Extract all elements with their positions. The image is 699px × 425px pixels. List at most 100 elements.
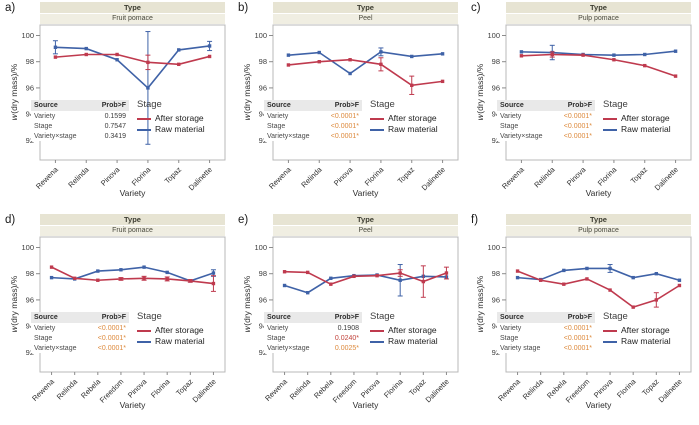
stats-prob: 0.1908 bbox=[337, 324, 359, 332]
svg-text:92: 92 bbox=[492, 136, 500, 145]
svg-text:98: 98 bbox=[259, 269, 267, 278]
legend-title: Stage bbox=[137, 99, 162, 110]
legend-item-after-storage: After storage bbox=[137, 113, 205, 124]
legend-item-after-storage: After storage bbox=[603, 113, 671, 124]
y-axis-label-unit: (dry mass)/% bbox=[9, 275, 19, 326]
after-storage-line-swatch bbox=[603, 117, 617, 120]
svg-text:Topaz: Topaz bbox=[396, 165, 417, 186]
raw-material-line-swatch bbox=[603, 128, 617, 131]
stats-row: Variety <0.0001* bbox=[497, 323, 595, 333]
stats-source: Variety stage bbox=[500, 344, 541, 352]
stats-prob: <0.0001* bbox=[97, 324, 126, 332]
after-storage-line-swatch bbox=[370, 117, 384, 120]
stats-prob: <0.0001* bbox=[330, 112, 359, 120]
stats-row: Variety stage <0.0001* bbox=[497, 343, 595, 353]
legend-item-after-storage: After storage bbox=[370, 113, 438, 124]
line-chart: 92 94 96 98 100 Rewena Relinda Pinova Florina Top… bbox=[487, 24, 692, 192]
stats-header-prob: Prob>F bbox=[87, 312, 129, 323]
y-axis-label-symbol: w bbox=[242, 114, 252, 121]
svg-text:Rewena: Rewena bbox=[496, 376, 522, 402]
stats-prob: <0.0001* bbox=[330, 122, 359, 130]
svg-text:Topaz: Topaz bbox=[174, 377, 195, 398]
raw-material-line-swatch bbox=[137, 340, 151, 343]
legend-label: After storage bbox=[621, 325, 670, 335]
svg-text:98: 98 bbox=[259, 57, 267, 66]
y-axis-label-symbol: w bbox=[242, 326, 252, 333]
svg-text:Topaz: Topaz bbox=[163, 165, 184, 186]
y-axis-label: w(dry mass)/% bbox=[475, 276, 485, 333]
type-header-title: Type bbox=[273, 214, 458, 225]
svg-text:92: 92 bbox=[26, 348, 34, 357]
legend-item-raw-material: Raw material bbox=[137, 336, 205, 347]
stats-row: Variety <0.0001* bbox=[497, 111, 595, 121]
after-storage-line-swatch bbox=[370, 329, 384, 332]
stats-row: Variety×stage <0.0001* bbox=[264, 131, 362, 141]
svg-text:Relinda: Relinda bbox=[521, 376, 546, 401]
svg-text:96: 96 bbox=[259, 295, 267, 304]
stats-prob: 0.0240* bbox=[334, 334, 359, 342]
svg-text:Rewena: Rewena bbox=[500, 164, 526, 190]
svg-text:98: 98 bbox=[26, 269, 34, 278]
svg-text:Florina: Florina bbox=[130, 164, 153, 187]
svg-text:Florina: Florina bbox=[363, 164, 386, 187]
legend-label: After storage bbox=[155, 325, 204, 335]
after-storage-line-swatch bbox=[137, 117, 151, 120]
stats-header-prob: Prob>F bbox=[553, 100, 595, 111]
legend-label: Raw material bbox=[621, 124, 671, 134]
y-axis-label-symbol: w bbox=[9, 326, 19, 333]
legend-item-raw-material: Raw material bbox=[370, 124, 438, 135]
svg-text:96: 96 bbox=[492, 83, 500, 92]
legend: Stage After storage Raw material bbox=[603, 99, 671, 135]
stats-source: Stage bbox=[34, 122, 53, 130]
after-storage-line-swatch bbox=[603, 329, 617, 332]
raw-material-line-swatch bbox=[603, 340, 617, 343]
svg-text:Relinda: Relinda bbox=[532, 164, 557, 189]
legend-label: After storage bbox=[155, 113, 204, 123]
panel-letter: c) bbox=[471, 2, 481, 14]
panel-letter: d) bbox=[5, 214, 16, 226]
x-axis-label: Variety bbox=[585, 400, 612, 410]
x-axis-label: Variety bbox=[119, 400, 146, 410]
x-axis-label: Variety bbox=[352, 400, 379, 410]
stats-prob: 0.0025* bbox=[334, 344, 359, 352]
svg-text:Relinda: Relinda bbox=[55, 376, 80, 401]
svg-text:92: 92 bbox=[492, 348, 500, 357]
stats-table: Source Prob>F Variety <0.0001* Stage <0.00… bbox=[31, 312, 129, 353]
type-header-title: Type bbox=[506, 214, 691, 225]
y-axis-label: w(dry mass)/% bbox=[9, 276, 19, 333]
legend-label: After storage bbox=[621, 113, 670, 123]
stats-row: Stage <0.0001* bbox=[497, 333, 595, 343]
panel-c: c) Type Pulp pomace 92 94 96 98 100 Rewena Rel… bbox=[466, 0, 699, 212]
stats-header-source: Source bbox=[31, 312, 87, 323]
type-header-value: Peel bbox=[273, 14, 458, 24]
y-axis-label-unit: (dry mass)/% bbox=[242, 275, 252, 326]
type-header-value: Fruit pomace bbox=[40, 14, 225, 24]
type-header-title: Type bbox=[506, 2, 691, 13]
svg-text:100: 100 bbox=[487, 243, 500, 252]
svg-text:Rewena: Rewena bbox=[263, 376, 289, 402]
svg-text:Pinova: Pinova bbox=[332, 164, 355, 187]
stats-prob: 0.7547 bbox=[104, 122, 126, 130]
svg-text:98: 98 bbox=[492, 57, 500, 66]
stats-row: Stage 0.7547 bbox=[31, 121, 129, 131]
y-axis-label-symbol: w bbox=[475, 326, 485, 333]
svg-text:96: 96 bbox=[259, 83, 267, 92]
stats-table: Source Prob>F Variety 0.1908 Stage 0.0240*… bbox=[264, 312, 362, 353]
svg-text:Pinova: Pinova bbox=[565, 164, 588, 187]
svg-text:98: 98 bbox=[26, 57, 34, 66]
svg-text:98: 98 bbox=[492, 269, 500, 278]
stats-prob: <0.0001* bbox=[563, 122, 592, 130]
legend-item-after-storage: After storage bbox=[603, 325, 671, 336]
svg-text:100: 100 bbox=[487, 31, 500, 40]
panel-letter: f) bbox=[471, 214, 479, 226]
y-axis-label-symbol: w bbox=[475, 114, 485, 121]
svg-text:Pinova: Pinova bbox=[359, 376, 382, 399]
panel-letter: e) bbox=[238, 214, 249, 226]
y-axis-label-symbol: w bbox=[9, 114, 19, 121]
legend-title: Stage bbox=[137, 311, 162, 322]
stats-row: Stage 0.0240* bbox=[264, 333, 362, 343]
svg-text:Topaz: Topaz bbox=[629, 165, 650, 186]
stats-source: Stage bbox=[267, 334, 286, 342]
